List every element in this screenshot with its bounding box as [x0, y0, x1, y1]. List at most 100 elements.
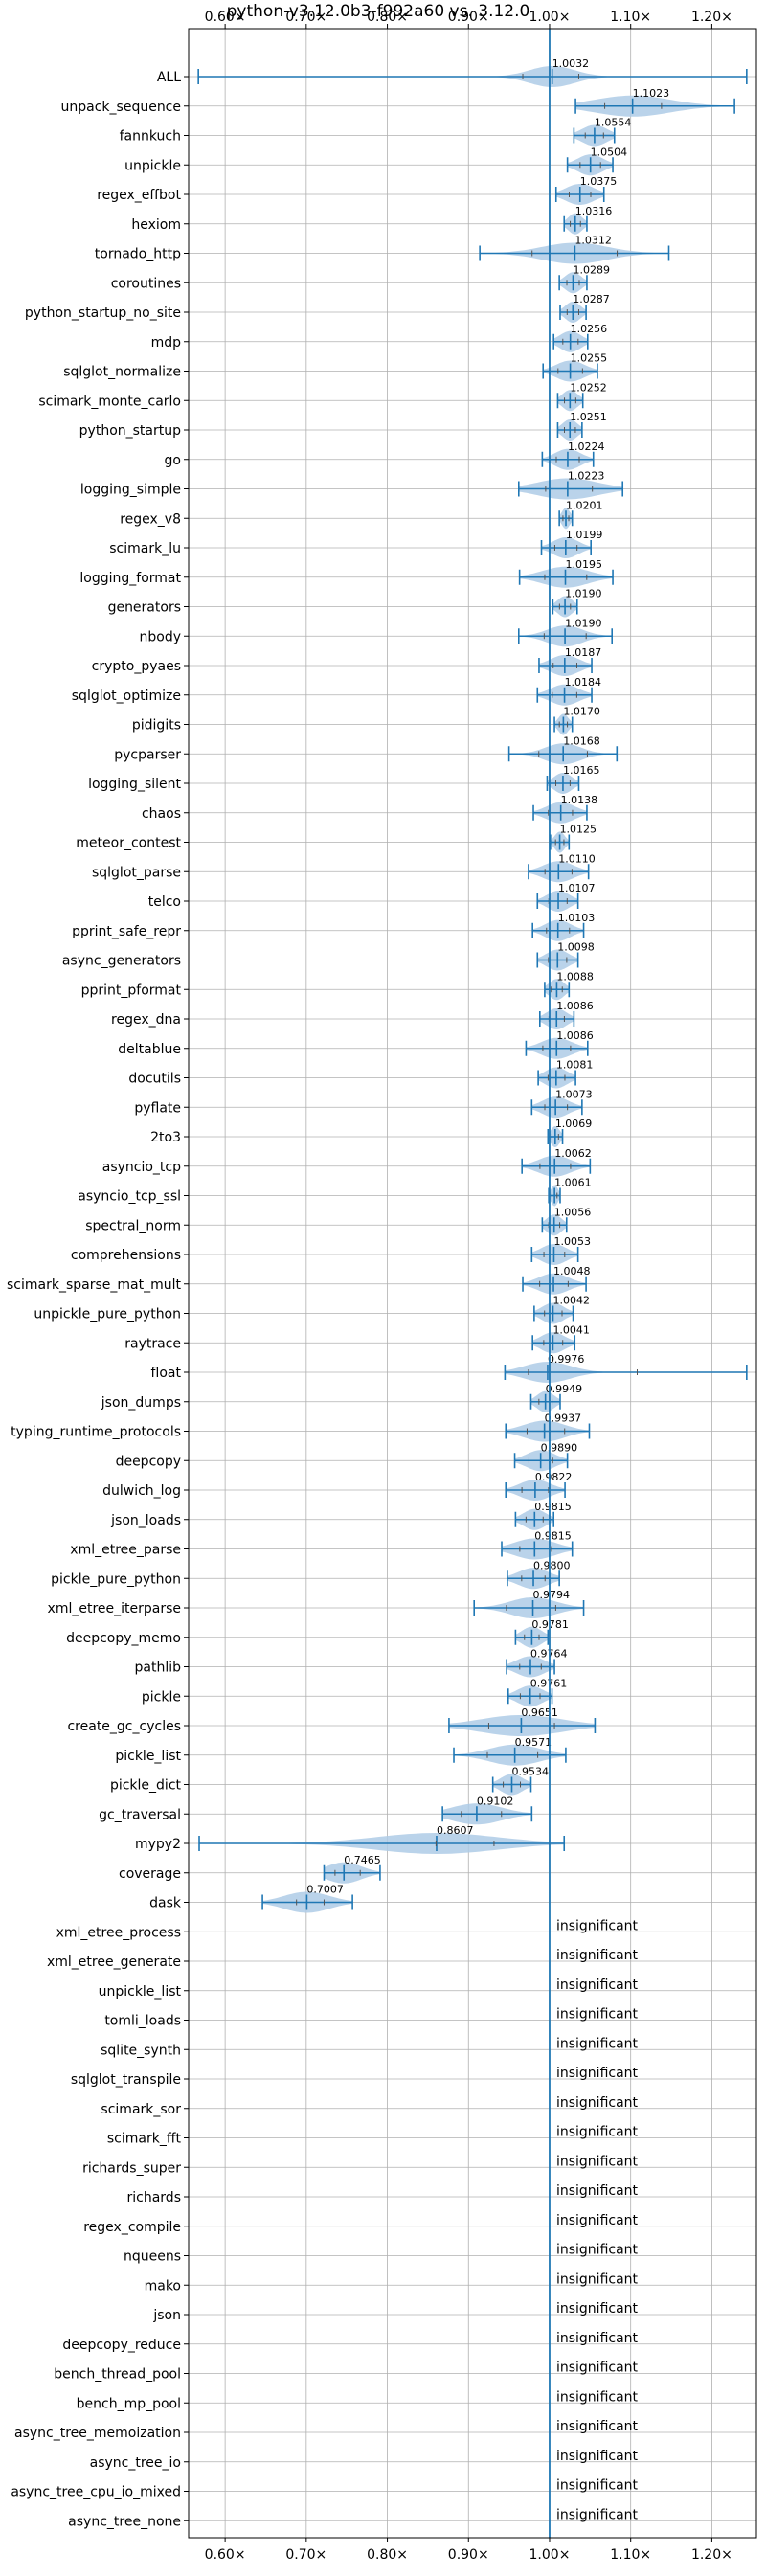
category-label: xml_etree_generate [47, 1955, 181, 1970]
x-tick-label-bottom: 1.10× [610, 2547, 651, 2563]
x-tick-label-top: 0.70× [285, 10, 327, 25]
insignificant-label: insignificant [556, 1948, 639, 1963]
category-label: pickle_dict [110, 1778, 182, 1794]
category-label: crypto_pyaes [92, 659, 181, 674]
category-label: go [165, 453, 181, 468]
value-label: 0.9815 [534, 1501, 572, 1513]
value-label: 0.9794 [533, 1589, 571, 1601]
value-label: 1.0138 [561, 794, 598, 806]
value-label: 1.0224 [568, 441, 605, 453]
value-label: 0.7465 [344, 1854, 381, 1866]
x-tick-label-top: 0.60× [205, 10, 246, 25]
category-label: nqueens [124, 2249, 181, 2265]
insignificant-label: insignificant [556, 2125, 639, 2140]
category-label: meteor_contest [76, 836, 181, 851]
value-label: 1.0032 [552, 57, 590, 70]
category-label: async_tree_none [68, 2514, 181, 2529]
category-label: scimark_fft [107, 2132, 182, 2147]
category-label: unpickle_list [99, 1984, 182, 2000]
category-label: pickle_pure_python [51, 1571, 181, 1587]
value-label: 0.8607 [437, 1824, 474, 1837]
insignificant-label: insignificant [556, 2361, 639, 2376]
value-label: 1.0199 [566, 529, 603, 541]
value-label: 1.0165 [563, 764, 600, 777]
value-label: 1.0312 [574, 235, 612, 247]
category-label: asyncio_tcp_ssl [78, 1189, 181, 1205]
category-label: async_tree_cpu_io_mixed [11, 2485, 181, 2500]
insignificant-label: insignificant [556, 2478, 639, 2494]
value-label: 1.0042 [553, 1295, 591, 1307]
insignificant-label: insignificant [556, 2419, 639, 2434]
category-label: telco [148, 894, 181, 910]
category-label: async_tree_io [90, 2455, 181, 2471]
category-label: deepcopy_reduce [62, 2338, 181, 2353]
value-label: 1.0048 [553, 1265, 591, 1277]
x-tick-label-bottom: 0.90× [448, 2547, 489, 2563]
category-label: logging_simple [80, 483, 181, 498]
category-label: coroutines [111, 276, 181, 291]
insignificant-label: insignificant [556, 2271, 639, 2287]
value-label: 1.0069 [555, 1118, 593, 1130]
value-label: 0.9976 [548, 1353, 585, 1366]
x-tick-label-bottom: 0.60× [205, 2547, 246, 2563]
category-label: pathlib [135, 1661, 182, 1676]
insignificant-label: insignificant [556, 2066, 639, 2081]
insignificant-label: insignificant [556, 2243, 639, 2258]
category-label: regex_effbot [97, 188, 181, 203]
plot-frame [188, 28, 757, 2539]
category-label: richards [127, 2190, 182, 2205]
category-label: pprint_pformat [81, 983, 182, 998]
value-label: 1.0375 [580, 175, 618, 188]
value-label: 0.9890 [541, 1441, 578, 1454]
category-label: json_dumps [101, 1395, 181, 1411]
insignificant-label: insignificant [556, 2154, 639, 2169]
value-label: 1.0098 [557, 941, 595, 954]
category-label: pprint_safe_repr [72, 924, 181, 939]
category-label: xml_etree_process [56, 1925, 181, 1940]
category-label: coverage [119, 1866, 181, 1882]
category-label: scimark_sparse_mat_mult [7, 1277, 181, 1293]
value-label: 1.0062 [554, 1147, 592, 1160]
x-tick-label-top: 1.00× [529, 10, 571, 25]
category-label: ALL [157, 70, 181, 85]
category-label: logging_format [79, 571, 181, 586]
category-label: dulwich_log [102, 1483, 181, 1499]
category-label: scimark_monte_carlo [38, 394, 181, 409]
value-label: 1.0168 [563, 734, 600, 747]
value-label: 1.0187 [565, 646, 602, 659]
insignificant-label: insignificant [556, 2507, 639, 2522]
x-tick-label-top: 0.90× [448, 10, 489, 25]
insignificant-label: insignificant [556, 2213, 639, 2228]
category-label: hexiom [131, 217, 181, 233]
category-label: sqlglot_optimize [72, 689, 181, 704]
insignificant-label: insignificant [556, 2183, 639, 2199]
insignificant-label: insignificant [556, 2007, 639, 2022]
category-label: raytrace [124, 1336, 181, 1351]
category-label: pycparser [114, 747, 181, 762]
category-label: logging_silent [88, 777, 181, 792]
category-label: deltablue [118, 1042, 181, 1057]
value-label: 0.9815 [534, 1530, 572, 1543]
category-label: richards_super [82, 2160, 181, 2176]
category-label: pickle_list [115, 1749, 181, 1764]
value-label: 1.0056 [554, 1206, 592, 1218]
category-label: scimark_lu [109, 541, 181, 556]
category-label: async_tree_memoization [14, 2426, 181, 2441]
category-label: gc_traversal [99, 1807, 181, 1822]
category-label: pickle [142, 1689, 181, 1705]
insignificant-label: insignificant [556, 2301, 639, 2316]
category-label: regex_dna [111, 1012, 181, 1028]
value-label: 1.0081 [556, 1059, 594, 1072]
value-label: 1.0170 [563, 706, 600, 718]
category-label: tornado_http [95, 247, 181, 262]
value-label: 0.7007 [306, 1884, 344, 1896]
category-labels: ALL unpack_sequence fannkuch unpickle regex_… [7, 70, 182, 2529]
category-label: docutils [128, 1072, 181, 1087]
value-label: 0.9571 [515, 1736, 552, 1749]
insignificant-label: insignificant [556, 2449, 639, 2464]
category-label: xml_etree_parse [70, 1543, 181, 1558]
value-label: 1.0251 [570, 411, 607, 423]
category-label: pyflate [134, 1100, 181, 1116]
category-label: create_gc_cycles [67, 1719, 181, 1734]
